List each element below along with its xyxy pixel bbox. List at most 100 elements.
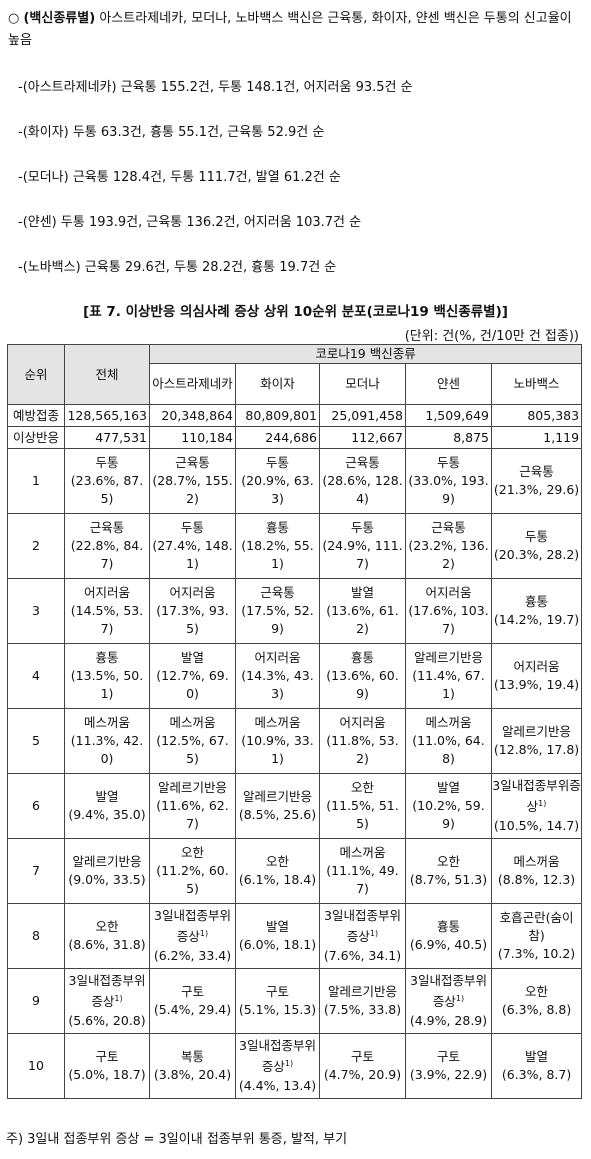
symptom-stats: (11.2%, 60.5): [156, 863, 229, 896]
symptom-stats: (13.6%, 61.2): [326, 603, 399, 636]
symptom-stats: (11.5%, 51.5): [326, 798, 399, 831]
table: 순위 전체 코로나19 백신종류 아스트라제네카 화이자 모더나 얀센 노바백스 예방접종 128…: [7, 344, 583, 1099]
symptom-stats: (21.3%, 29.6): [493, 482, 580, 497]
symptom-stats: (10.5%, 14.7): [493, 817, 580, 833]
symptom-name: 흉통: [525, 594, 549, 609]
symptom-cell: 발열 (10.2%, 59.9): [405, 773, 492, 839]
symptom-stats: (11.4%, 67.1): [412, 668, 485, 701]
summary-cell: 1,119: [490, 426, 583, 449]
summary-cell: 112,667: [319, 426, 406, 449]
symptom-name: 오한: [525, 984, 549, 999]
summary-cell: 1,509,649: [405, 404, 492, 427]
symptom: 구토: [65, 1048, 149, 1066]
symptom-cell: 메스꺼움 (12.5%, 67.5): [149, 708, 236, 774]
summary-cell: 25,091,458: [319, 404, 406, 427]
note-mark: 1): [538, 799, 547, 809]
symptom-stats: (17.3%, 93.5): [156, 603, 229, 636]
symptom-cell: 어지러움 (17.3%, 93.5): [149, 578, 236, 644]
vaccine-header: 화이자: [235, 363, 320, 405]
symptom-cell: 두통 (20.3%, 28.2): [490, 513, 583, 579]
symptom-stats: (6.2%, 33.4): [153, 947, 232, 963]
symptom-name: 근육통: [260, 585, 295, 600]
symptom-name: 메스꺼움: [83, 715, 130, 730]
data-row: 8 오한 (8.6%, 31.8) 3일내접종부위증상1) (6.2%, 33.4) 발열…: [7, 903, 583, 969]
symptom-name: 구토: [436, 1049, 460, 1064]
vaccine-header: 얀센: [405, 363, 492, 405]
symptom: 발열: [150, 649, 235, 667]
symptom: 복통: [150, 1048, 235, 1066]
symptom-name: 두통: [436, 455, 460, 470]
symptom-name: 어지러움: [169, 585, 216, 600]
symptom-name: 발열: [350, 585, 374, 600]
symptom-cell: 어지러움 (13.9%, 19.4): [490, 643, 583, 709]
symptom-stats: (13.5%, 50.1): [70, 668, 144, 701]
symptom-stats: (8.8%, 12.3): [497, 872, 576, 887]
symptom-name: 두통: [525, 529, 549, 544]
symptom-stats: (33.0%, 193.9): [408, 473, 489, 506]
item: -(얀센) 두통 193.9건, 근육통 136.2건, 어지러움 103.7건…: [18, 215, 362, 230]
symptom: 알레르기반응: [406, 649, 491, 667]
symptom-stats: (7.3%, 10.2): [497, 946, 576, 961]
symptom: 3일내접종부위증상1): [236, 1037, 319, 1076]
symptom-stats: (23.6%, 87.5): [70, 473, 144, 506]
symptom-cell: 알레르기반응 (7.5%, 33.8): [319, 968, 406, 1034]
symptom: 3일내접종부위증상1): [65, 972, 149, 1011]
vaccine-header: 노바백스: [490, 363, 583, 405]
summary-row: 이상반응 477,531 110,184 244,686 112,667 8,875 1,1…: [7, 426, 583, 449]
symptom-name: 근육통: [89, 520, 125, 535]
symptom-cell: 발열 (9.4%, 35.0): [64, 773, 150, 839]
symptom: 구토: [406, 1048, 491, 1066]
symptom: 오한: [320, 779, 405, 797]
symptom-stats: (12.7%, 69.0): [156, 668, 229, 701]
symptom: 메스꺼움: [320, 844, 405, 862]
symptom-cell: 발열 (13.6%, 61.2): [319, 578, 406, 644]
symptom-stats: (6.3%, 8.7): [501, 1067, 572, 1082]
symptom-name: 오한: [350, 780, 374, 795]
vaccine-header: 모더나: [319, 363, 406, 405]
symptom: 근육통: [492, 463, 581, 481]
symptom: 근육통: [150, 454, 235, 472]
rank-cell: 2: [7, 513, 65, 579]
symptom: 메스꺼움: [65, 714, 149, 732]
symptom-cell: 3일내접종부위증상1) (7.6%, 34.1): [319, 903, 406, 969]
symptom-stats: (28.7%, 155.2): [152, 473, 233, 506]
symptom-cell: 두통 (23.6%, 87.5): [64, 448, 150, 514]
symptom-cell: 오한 (8.6%, 31.8): [64, 903, 150, 969]
data-row: 7 알레르기반응 (9.0%, 33.5) 오한 (11.2%, 60.5) 오한 (6.1…: [7, 838, 583, 904]
rank-cell: 9: [7, 968, 65, 1034]
summary-cell: 110,184: [149, 426, 236, 449]
symptom-cell: 메스꺼움 (11.1%, 49.7): [319, 838, 406, 904]
symptom-cell: 어지러움 (11.8%, 53.2): [319, 708, 406, 774]
rank-cell: 5: [7, 708, 65, 774]
symptom: 발열: [406, 779, 491, 797]
symptom-stats: (6.1%, 18.4): [238, 872, 317, 887]
summary-cell: 805,383: [490, 404, 583, 427]
symptom-name: 어지러움: [339, 715, 386, 730]
symptom-stats: (6.9%, 40.5): [409, 937, 488, 952]
rank-cell: 3: [7, 578, 65, 644]
symptom-name: 오한: [95, 919, 119, 934]
symptom-cell: 메스꺼움 (11.3%, 42.0): [64, 708, 150, 774]
item-list: -(아스트라제네카) 근육통 155.2건, 두통 148.1건, 어지러움 9…: [18, 76, 413, 301]
symptom: 두통: [150, 519, 235, 537]
symptom-cell: 알레르기반응 (11.6%, 62.7): [149, 773, 236, 839]
table-unit: (단위: 건(%, 건/10만 건 접종)): [404, 329, 579, 344]
symptom-name: 메스꺼움: [254, 715, 301, 730]
symptom-stats: (24.9%, 111.7): [322, 538, 403, 571]
symptom-stats: (5.4%, 29.4): [153, 1002, 232, 1017]
symptom-stats: (17.5%, 52.9): [241, 603, 314, 636]
symptom-stats: (12.5%, 67.5): [156, 733, 229, 766]
symptom-cell: 두통 (20.9%, 63.3): [235, 448, 320, 514]
symptom-cell: 오한 (11.2%, 60.5): [149, 838, 236, 904]
note-mark: 1): [455, 994, 465, 1004]
symptom: 흉통: [236, 519, 319, 537]
data-row: 6 발열 (9.4%, 35.0) 알레르기반응 (11.6%, 62.7) 알레르기반응…: [7, 773, 583, 839]
header-row: 아스트라제네카 화이자 모더나 얀센 노바백스: [8, 363, 583, 405]
symptom-stats: (20.9%, 63.3): [241, 473, 314, 506]
symptom-stats: (7.5%, 33.8): [323, 1002, 402, 1017]
symptom: 어지러움: [65, 584, 149, 602]
symptom-cell: 3일내접종부위증상1) (4.4%, 13.4): [235, 1033, 320, 1099]
symptom-name: 구토: [265, 984, 289, 999]
note-mark: 1): [114, 994, 123, 1004]
